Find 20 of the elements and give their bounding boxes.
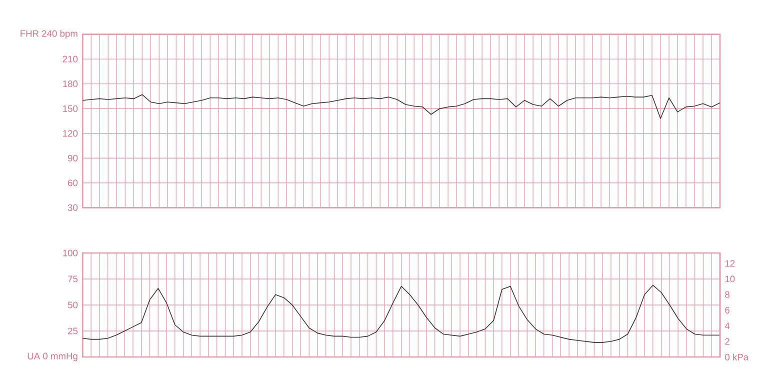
y-tick-label: UA 0 mmHg bbox=[28, 352, 78, 362]
y-tick-label: 75 bbox=[68, 276, 78, 282]
y-tick-label: 210 bbox=[62, 56, 78, 62]
y2-tick-label: 10 bbox=[725, 276, 735, 282]
y2-tick-label: 8 bbox=[725, 291, 730, 298]
y-tick-label: 120 bbox=[63, 130, 78, 137]
y-tick-label: 150 bbox=[63, 105, 78, 112]
y2-tick-label: 12 bbox=[725, 260, 735, 267]
y-tick-label: 50 bbox=[68, 302, 78, 308]
y2-tick-label: 0 kPa bbox=[725, 354, 749, 360]
y-tick-label: FHR 240 bpm bbox=[20, 30, 78, 39]
y-tick-label: 30 bbox=[68, 204, 78, 211]
y-tick-label: 90 bbox=[68, 154, 78, 162]
y-tick-label: 60 bbox=[68, 180, 78, 186]
y-tick-label: 180 bbox=[63, 80, 78, 88]
y2-tick-label: 6 bbox=[725, 306, 730, 314]
y2-tick-label: 2 bbox=[725, 338, 730, 345]
y2-tick-label: 4 bbox=[724, 322, 730, 329]
y-tick-label: 100 bbox=[63, 250, 78, 256]
y-tick-label: 25 bbox=[68, 328, 78, 334]
